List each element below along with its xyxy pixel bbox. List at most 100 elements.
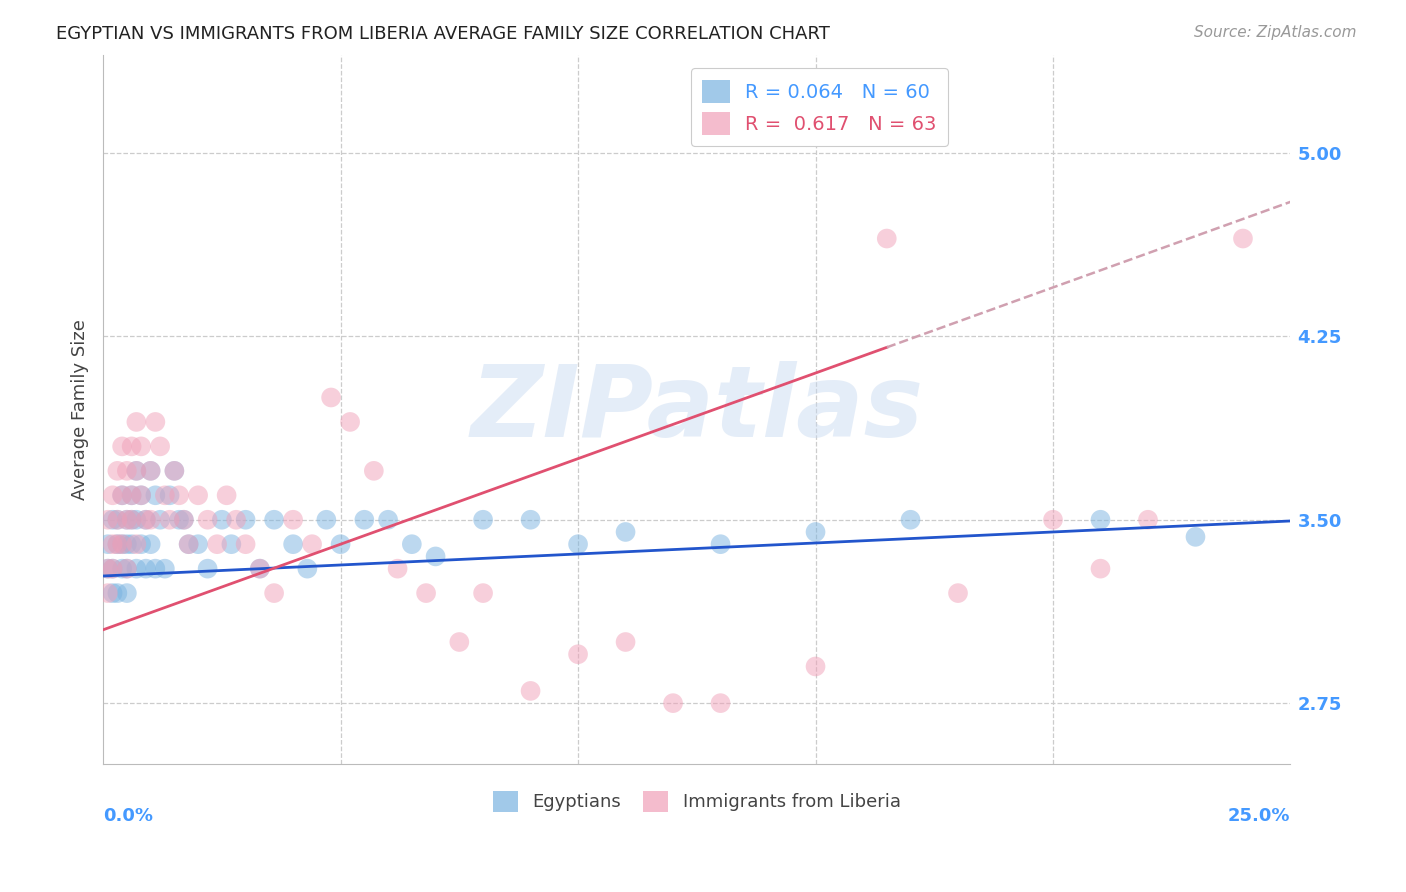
Point (111, 561, 134, 575)
Point (804, 659, 827, 673)
Point (105, 537, 128, 551)
Point (159, 513, 181, 527)
Point (235, 513, 257, 527)
Point (115, 513, 138, 527)
Point (614, 635, 637, 649)
Point (472, 513, 495, 527)
Point (121, 513, 143, 527)
Point (472, 586, 495, 600)
Point (249, 561, 271, 575)
Point (315, 513, 337, 527)
Point (125, 537, 148, 551)
Text: Source: ZipAtlas.com: Source: ZipAtlas.com (1194, 25, 1357, 40)
Point (105, 586, 128, 600)
Point (121, 513, 143, 527)
Point (297, 561, 319, 575)
Point (301, 537, 323, 551)
Point (153, 561, 176, 575)
Point (1136, 513, 1159, 527)
Legend: Egyptians, Immigrants from Liberia: Egyptians, Immigrants from Liberia (485, 784, 908, 819)
Point (709, 537, 731, 551)
Point (197, 513, 219, 527)
Y-axis label: Average Family Size: Average Family Size (72, 319, 89, 500)
Point (115, 537, 138, 551)
Point (415, 586, 437, 600)
Point (709, 696, 731, 710)
Point (139, 464, 162, 478)
Point (281, 537, 304, 551)
Point (177, 537, 200, 551)
Point (101, 537, 124, 551)
Point (197, 561, 219, 575)
Point (125, 464, 148, 478)
Point (804, 524, 827, 539)
Point (145, 561, 167, 575)
Point (946, 586, 969, 600)
Point (339, 415, 361, 429)
Point (115, 513, 138, 527)
Point (111, 439, 134, 453)
Point (281, 513, 304, 527)
Point (1090, 513, 1112, 527)
Point (329, 537, 352, 551)
Point (101, 561, 124, 575)
Point (105, 464, 128, 478)
Point (149, 439, 172, 453)
Point (163, 464, 186, 478)
Point (111, 488, 134, 502)
Point (519, 513, 541, 527)
Point (129, 488, 152, 502)
Point (111, 537, 134, 551)
Point (1232, 231, 1254, 245)
Point (1184, 530, 1206, 544)
Point (121, 488, 143, 502)
Point (115, 561, 138, 575)
Point (115, 561, 138, 575)
Point (125, 464, 148, 478)
Point (149, 513, 172, 527)
Point (101, 513, 124, 527)
Point (215, 488, 238, 502)
Point (211, 513, 233, 527)
Point (153, 488, 176, 502)
Point (105, 537, 128, 551)
Point (145, 488, 167, 502)
Point (187, 537, 209, 551)
Point (205, 537, 228, 551)
Point (135, 513, 157, 527)
Point (614, 524, 637, 539)
Point (111, 488, 134, 502)
Point (139, 513, 162, 527)
Point (115, 464, 138, 478)
Point (387, 561, 409, 575)
Point (401, 537, 423, 551)
Point (121, 537, 143, 551)
Point (101, 488, 124, 502)
Point (97, 537, 120, 551)
Text: ZIPatlas: ZIPatlas (470, 361, 924, 458)
Point (135, 513, 157, 527)
Point (163, 464, 186, 478)
Point (1042, 513, 1064, 527)
Text: EGYPTIAN VS IMMIGRANTS FROM LIBERIA AVERAGE FAMILY SIZE CORRELATION CHART: EGYPTIAN VS IMMIGRANTS FROM LIBERIA AVER… (56, 25, 830, 43)
Point (129, 439, 152, 453)
Point (145, 415, 167, 429)
Point (121, 488, 143, 502)
Point (129, 488, 152, 502)
Point (876, 231, 898, 245)
Point (263, 586, 285, 600)
Text: 25.0%: 25.0% (1227, 807, 1291, 825)
Text: 0.0%: 0.0% (103, 807, 153, 825)
Point (567, 647, 589, 661)
Point (125, 561, 148, 575)
Point (363, 464, 385, 478)
Point (97, 561, 120, 575)
Point (139, 464, 162, 478)
Point (97, 586, 120, 600)
Point (111, 537, 134, 551)
Point (173, 513, 195, 527)
Point (263, 513, 285, 527)
Point (319, 391, 342, 405)
Point (177, 537, 200, 551)
Point (125, 415, 148, 429)
